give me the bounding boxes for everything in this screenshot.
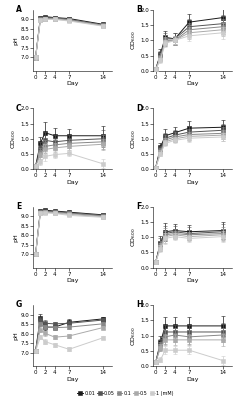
Text: D: D	[136, 104, 142, 112]
Y-axis label: pH: pH	[13, 331, 18, 340]
Text: H: H	[136, 300, 142, 309]
Text: F: F	[136, 202, 141, 211]
X-axis label: Day: Day	[66, 180, 79, 185]
Text: C: C	[16, 104, 21, 112]
Text: G: G	[16, 300, 22, 309]
X-axis label: Day: Day	[187, 81, 199, 86]
X-axis label: Day: Day	[66, 376, 79, 382]
Y-axis label: OD$_{600}$: OD$_{600}$	[129, 326, 138, 346]
Y-axis label: OD$_{600}$: OD$_{600}$	[9, 129, 18, 149]
Y-axis label: OD$_{600}$: OD$_{600}$	[129, 227, 138, 247]
Text: B: B	[136, 5, 142, 14]
Y-axis label: pH: pH	[13, 233, 18, 242]
Text: E: E	[16, 202, 21, 211]
Y-axis label: OD$_{600}$: OD$_{600}$	[129, 129, 138, 149]
X-axis label: Day: Day	[187, 278, 199, 283]
Text: A: A	[16, 5, 22, 14]
Y-axis label: OD$_{600}$: OD$_{600}$	[129, 30, 138, 50]
Y-axis label: pH: pH	[13, 36, 18, 45]
X-axis label: Day: Day	[66, 81, 79, 86]
X-axis label: Day: Day	[187, 376, 199, 382]
X-axis label: Day: Day	[187, 180, 199, 185]
Legend: 0.01, 0.05, 0.1, 0.5, 1 (mM): 0.01, 0.05, 0.1, 0.5, 1 (mM)	[75, 389, 176, 398]
X-axis label: Day: Day	[66, 278, 79, 283]
